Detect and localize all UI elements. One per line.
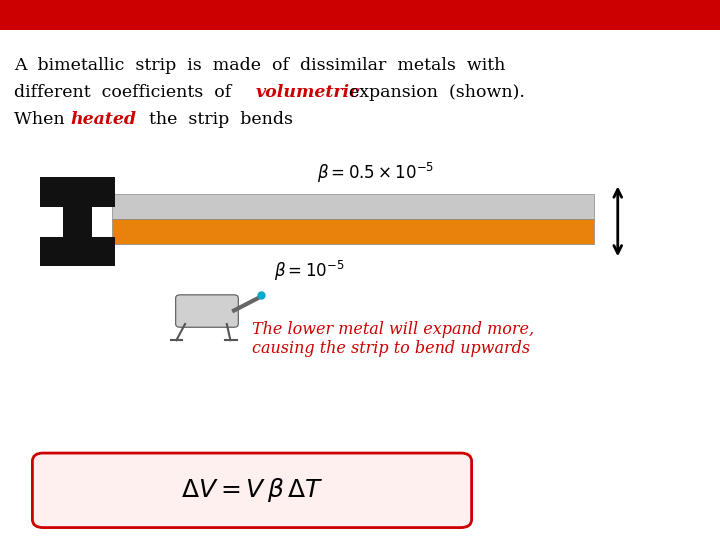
Text: causing the strip to bend upwards: causing the strip to bend upwards xyxy=(252,340,530,357)
FancyBboxPatch shape xyxy=(0,0,720,30)
Text: different  coefficients  of: different coefficients of xyxy=(14,84,243,100)
Text: the  strip  bends: the strip bends xyxy=(138,111,293,127)
FancyBboxPatch shape xyxy=(40,237,115,266)
Text: volumetric: volumetric xyxy=(256,84,360,100)
FancyBboxPatch shape xyxy=(40,177,115,207)
FancyBboxPatch shape xyxy=(32,453,472,528)
FancyBboxPatch shape xyxy=(112,219,594,244)
Text: The lower metal will expand more,: The lower metal will expand more, xyxy=(252,321,534,338)
Text: $\Delta V = V\, \beta\, \Delta T$: $\Delta V = V\, \beta\, \Delta T$ xyxy=(181,476,323,504)
Text: A  bimetallic  strip  is  made  of  dissimilar  metals  with: A bimetallic strip is made of dissimilar… xyxy=(14,57,505,73)
Text: heated: heated xyxy=(71,111,137,127)
Text: When: When xyxy=(14,111,76,127)
Text: $\beta = 10^{-5}$: $\beta = 10^{-5}$ xyxy=(274,259,344,284)
FancyBboxPatch shape xyxy=(112,194,594,219)
FancyBboxPatch shape xyxy=(176,295,238,327)
Text: expansion  (shown).: expansion (shown). xyxy=(338,84,526,100)
FancyBboxPatch shape xyxy=(63,177,92,266)
Text: $\beta = 0.5 \times 10^{-5}$: $\beta = 0.5 \times 10^{-5}$ xyxy=(317,160,434,185)
